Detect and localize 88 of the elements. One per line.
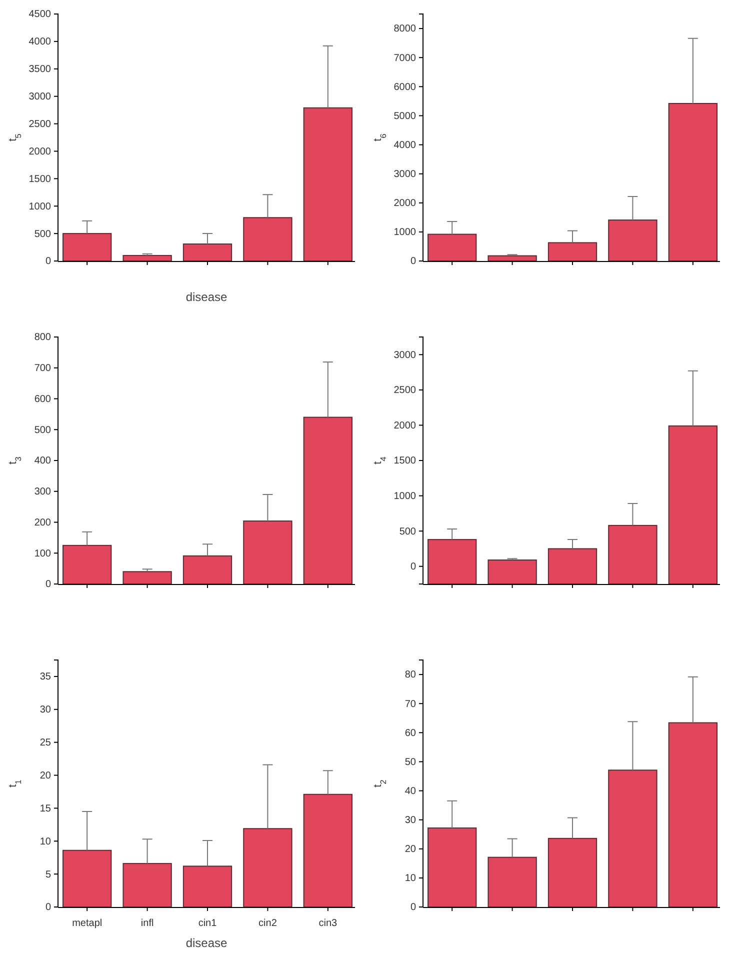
y-tick-label: 2500 (28, 118, 52, 130)
bar (668, 722, 718, 908)
bar (62, 233, 112, 262)
bar (548, 242, 598, 262)
bar (428, 827, 477, 908)
bar (122, 863, 172, 908)
bar (303, 107, 352, 262)
y-tick-label: 20 (404, 844, 416, 856)
y-tick-label: 4500 (28, 9, 52, 20)
y-tick-label: 0 (45, 579, 52, 590)
bar (303, 416, 352, 584)
y-tick-label: 10 (40, 836, 52, 848)
y-tick-label: 400 (34, 456, 52, 467)
y-tick-label: 2000 (394, 420, 416, 432)
y-tick-label: 1000 (394, 490, 416, 502)
y-tick-label: 2000 (28, 146, 52, 158)
y-tick-label: 3000 (28, 92, 52, 103)
y-tick-label: 500 (399, 526, 416, 538)
y-tick-label: 40 (404, 786, 416, 797)
y-tick-label: 15 (40, 803, 52, 814)
y-tick-label: 1500 (394, 456, 416, 467)
y-tick-label: 0 (410, 256, 416, 268)
bar (608, 220, 658, 262)
x-tick-label: cin3 (318, 918, 338, 929)
bar (428, 539, 477, 584)
x-tick-label: infl (140, 918, 154, 929)
bar (243, 217, 292, 262)
y-tick-label: 8000 (394, 24, 416, 35)
y-tick-label: 1000 (394, 227, 416, 238)
y-tick-label: 30 (404, 815, 416, 826)
y-tick-label: 50 (404, 756, 416, 768)
y-tick-label: 4000 (28, 36, 52, 48)
y-tick-label: 0 (45, 256, 52, 268)
y-tick-label: 0 (410, 902, 416, 914)
bar (122, 255, 172, 262)
bar (303, 794, 352, 908)
y-tick-label: 80 (404, 670, 416, 681)
bar (182, 555, 232, 584)
bar (182, 866, 232, 908)
bar (428, 234, 477, 262)
y-tick-label: 0 (45, 902, 52, 914)
x-tick-label: cin1 (198, 918, 218, 929)
y-tick-label: 20 (40, 770, 52, 782)
y-tick-label: 70 (404, 698, 416, 710)
y-tick-label: 10 (404, 873, 416, 884)
y-tick-label: 0 (410, 562, 416, 573)
y-tick-label: 60 (404, 728, 416, 739)
bar (243, 520, 292, 584)
y-tick-label: 6000 (394, 82, 416, 93)
bar (488, 560, 537, 584)
bar (122, 571, 172, 584)
y-tick-label: 3000 (394, 350, 416, 361)
bar (668, 425, 718, 584)
y-tick-label: 3000 (394, 169, 416, 180)
y-tick-label: 25 (40, 738, 52, 749)
bar (608, 524, 658, 584)
y-tick-label: 7000 (394, 52, 416, 64)
y-tick-label: 3500 (28, 64, 52, 76)
bar (548, 838, 598, 908)
bar (488, 856, 537, 908)
y-tick-label: 2500 (394, 385, 416, 396)
y-tick-label: 700 (34, 363, 52, 374)
bar (62, 850, 112, 908)
bar (548, 548, 598, 584)
y-tick-label: 300 (34, 486, 52, 498)
y-tick-label: 5 (45, 869, 52, 880)
y-tick-label: 30 (40, 704, 52, 716)
y-tick-label: 1000 (28, 201, 52, 212)
x-tick-label: metapl (72, 918, 102, 929)
y-tick-label: 500 (34, 424, 52, 436)
y-tick-label: 1500 (28, 174, 52, 185)
y-tick-label: 600 (34, 394, 52, 405)
y-tick-label: 5000 (394, 110, 416, 122)
bar (608, 770, 658, 908)
y-tick-label: 200 (34, 517, 52, 528)
bar (243, 828, 292, 908)
y-tick-label: 4000 (394, 140, 416, 151)
x-tick-label: cin2 (258, 918, 278, 929)
y-tick-label: 2000 (394, 198, 416, 210)
y-tick-label: 35 (40, 672, 52, 683)
x-axis-title: disease (186, 290, 228, 304)
y-tick-label: 800 (34, 332, 52, 344)
y-tick-label: 100 (34, 548, 52, 560)
x-axis-title: disease (186, 936, 228, 950)
bar (62, 544, 112, 584)
bar (182, 243, 232, 262)
y-tick-label: 500 (34, 228, 52, 240)
bar (668, 103, 718, 262)
